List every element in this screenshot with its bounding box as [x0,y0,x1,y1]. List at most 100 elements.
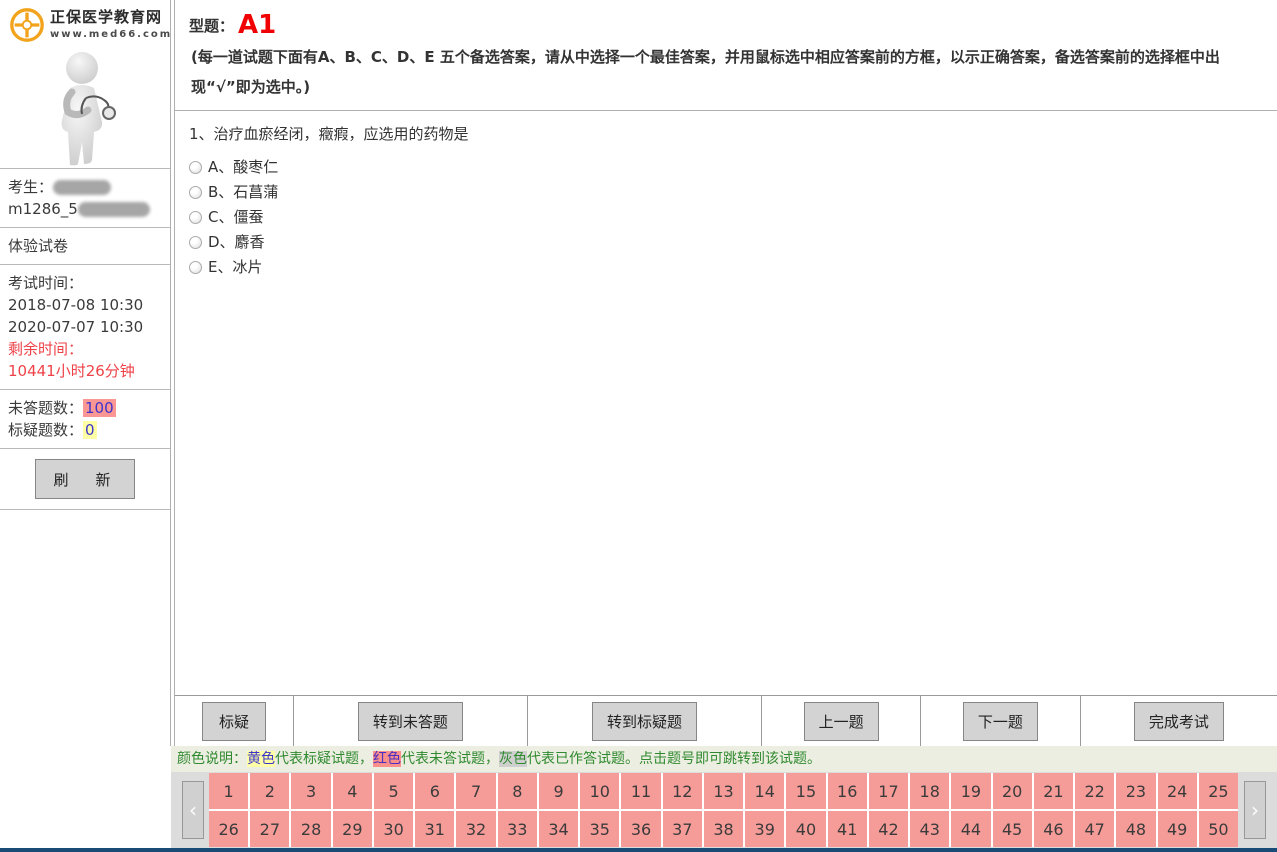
question-number-cell[interactable]: 44 [951,811,991,847]
remaining-time-label: 剩余时间： [8,340,84,358]
question-number-cell[interactable]: 5 [373,773,414,809]
answer-option[interactable]: B、石菖蒲 [189,180,1263,205]
radio-icon[interactable] [189,261,202,274]
legend-tail: 点击题号即可跳转到该试题。 [639,751,821,767]
question-body: 1、治疗血瘀经闭，癥瘕，应选用的药物是 A、酸枣仁 B、石菖蒲 C、僵蚕 [175,111,1277,292]
question-number-cell[interactable]: 35 [580,811,620,847]
question-number-cell[interactable]: 19 [951,773,991,809]
radio-icon[interactable] [189,236,202,249]
answer-option[interactable]: E、冰片 [189,255,1263,280]
question-number-cell[interactable]: 8 [497,773,537,809]
unanswered-count: 100 [83,399,116,417]
question-number-cell[interactable]: 42 [868,811,909,847]
question-number-cell[interactable]: 43 [910,811,950,847]
radio-icon[interactable] [189,161,202,174]
question-number-cell[interactable]: 32 [456,811,496,847]
toolbar: 标疑 转到未答题 转到标疑题 上一题 下一题 完成考试 [175,695,1277,746]
radio-icon[interactable] [189,211,202,224]
answer-option[interactable]: A、酸枣仁 [189,155,1263,180]
question-number-cell[interactable]: 30 [373,811,414,847]
question-number-cell[interactable]: 46 [1033,811,1074,847]
question-number-cell[interactable]: 12 [662,773,702,809]
question-panel: 型题： A1 (每一道试题下面有A、B、C、D、E 五个备选答案，请从中选择一个… [174,0,1277,746]
marked-count: 0 [83,421,97,439]
exam-time-label: 考试时间： [8,274,84,292]
question-numbers: 1 2 3 4 5 6 7 8 9 10 11 12 13 14 15 [209,773,1238,847]
question-number-cell[interactable]: 29 [332,811,372,847]
redacted-name [53,180,112,195]
refresh-section: 刷 新 [0,448,170,510]
question-number-cell[interactable]: 3 [291,773,331,809]
question-number-cell[interactable]: 25 [1198,773,1238,809]
question-number-cell[interactable]: 28 [291,811,331,847]
question-number-cell[interactable]: 48 [1116,811,1156,847]
options-list: A、酸枣仁 B、石菖蒲 C、僵蚕 D、麝香 [189,155,1263,280]
radio-icon[interactable] [189,186,202,199]
question-number-cell[interactable]: 47 [1075,811,1115,847]
question-type-label: 型题： [189,16,235,35]
grid-prev-arrow[interactable]: ‹ [182,781,204,839]
question-instructions: (每一道试题下面有A、B、C、D、E 五个备选答案，请从中选择一个最佳答案，并用… [191,48,1220,96]
question-stem: 1、治疗血瘀经闭，癥瘕，应选用的药物是 [189,125,469,143]
question-number-cell[interactable]: 24 [1157,773,1197,809]
question-number-cell[interactable]: 11 [621,773,661,809]
question-number-cell[interactable]: 31 [415,811,455,847]
exam-time-section: 考试时间： 2018-07-08 10:30 2020-07-07 10:30 … [0,264,170,389]
question-number-cell[interactable]: 18 [910,773,950,809]
question-number-cell[interactable]: 14 [745,773,785,809]
refresh-button[interactable]: 刷 新 [35,459,135,499]
legend-red-desc: 代表未答试题， [401,751,499,767]
previous-question-button[interactable]: 上一题 [803,701,879,741]
question-number-cell[interactable]: 39 [745,811,785,847]
question-number-cell[interactable]: 10 [580,773,620,809]
question-number-cell[interactable]: 1 [209,773,249,809]
goto-unanswered-button[interactable]: 转到未答题 [357,701,463,741]
question-number-cell[interactable]: 4 [332,773,372,809]
question-number-cell[interactable]: 15 [786,773,826,809]
question-number-cell[interactable]: 37 [662,811,702,847]
goto-marked-button[interactable]: 转到标疑题 [591,701,697,741]
question-number-cell[interactable]: 36 [621,811,661,847]
question-number-cell[interactable]: 50 [1198,811,1238,847]
question-number-cell[interactable]: 2 [250,773,290,809]
question-number-cell[interactable]: 34 [538,811,579,847]
question-number-cell[interactable]: 6 [415,773,455,809]
question-number-cell[interactable]: 27 [250,811,290,847]
question-number-cell[interactable]: 7 [456,773,496,809]
legend-prefix: 颜色说明： [177,751,247,767]
question-number-cell[interactable]: 13 [703,773,744,809]
question-number-cell[interactable]: 22 [1075,773,1115,809]
question-number-cell[interactable]: 38 [703,811,744,847]
legend-yellow-desc: 代表标疑试题， [275,751,373,767]
question-number-cell[interactable]: 49 [1157,811,1197,847]
grid-next-arrow[interactable]: › [1244,781,1266,839]
question-number-cell[interactable]: 9 [538,773,579,809]
legend-gray-desc: 代表已作答试题。 [527,751,639,767]
question-number-cell[interactable]: 16 [827,773,867,809]
answer-option[interactable]: C、僵蚕 [189,205,1263,230]
question-number-cell[interactable]: 41 [827,811,867,847]
logo: 正保医学教育网 www.med66.com [0,0,170,50]
question-number-cell[interactable]: 17 [868,773,909,809]
question-number-cell[interactable]: 26 [209,811,249,847]
question-number-cell[interactable]: 20 [992,773,1032,809]
mascot-figure [0,50,170,168]
bottom-blue-bar [0,848,1277,852]
marked-label: 标疑题数： [8,421,84,439]
question-number-cell[interactable]: 23 [1116,773,1156,809]
option-label: D、麝香 [208,233,265,251]
option-label: E、冰片 [208,258,263,276]
mark-doubt-button[interactable]: 标疑 [202,701,266,741]
question-number-cell[interactable]: 40 [786,811,826,847]
answer-option[interactable]: D、麝香 [189,230,1263,255]
paper-name: 体验试卷 [8,237,69,255]
question-number-cell[interactable]: 45 [992,811,1032,847]
question-number-cell[interactable]: 21 [1033,773,1074,809]
finish-exam-button[interactable]: 完成考试 [1133,701,1224,741]
next-question-button[interactable]: 下一题 [962,701,1038,741]
question-number-cell[interactable]: 33 [497,811,537,847]
redacted-id [77,202,150,217]
candidate-label: 考生： [8,178,54,196]
remaining-time-value: 10441小时26分钟 [8,362,135,380]
question-type-value: A1 [238,10,277,40]
